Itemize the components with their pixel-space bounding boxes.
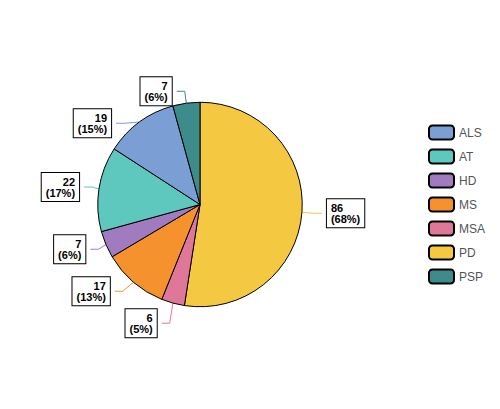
svg-text:6: 6 bbox=[146, 311, 153, 324]
svg-text:7: 7 bbox=[161, 79, 168, 92]
svg-text:PD: PD bbox=[459, 246, 476, 260]
svg-text:(13%): (13%) bbox=[76, 291, 106, 303]
svg-text:(6%): (6%) bbox=[58, 249, 82, 261]
svg-text:(15%): (15%) bbox=[78, 123, 108, 135]
svg-text:AT: AT bbox=[459, 150, 474, 164]
svg-text:(68%): (68%) bbox=[331, 213, 361, 225]
svg-text:(17%): (17%) bbox=[46, 187, 76, 199]
svg-text:7: 7 bbox=[75, 237, 82, 250]
svg-text:22: 22 bbox=[62, 175, 76, 188]
svg-text:MSA: MSA bbox=[459, 222, 485, 236]
svg-text:HD: HD bbox=[459, 174, 477, 188]
svg-text:PSP: PSP bbox=[459, 270, 483, 284]
svg-text:86: 86 bbox=[330, 201, 344, 214]
svg-text:(6%): (6%) bbox=[144, 91, 168, 103]
svg-text:(5%): (5%) bbox=[129, 323, 153, 335]
svg-text:MS: MS bbox=[459, 198, 477, 212]
svg-text:ALS: ALS bbox=[459, 126, 482, 140]
svg-text:19: 19 bbox=[94, 111, 108, 124]
svg-text:17: 17 bbox=[93, 279, 106, 292]
